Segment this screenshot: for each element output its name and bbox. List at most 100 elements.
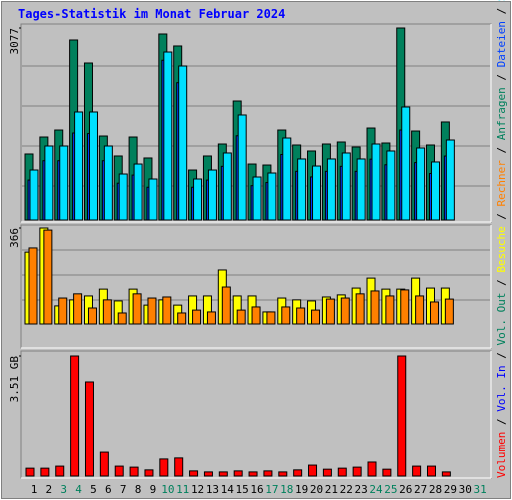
- bar: [352, 466, 362, 477]
- bar: [25, 467, 35, 477]
- x-tick-label: 4: [75, 483, 82, 496]
- x-tick-label: 28: [429, 483, 442, 496]
- legend-separator: /: [495, 67, 508, 87]
- bar: [103, 145, 113, 221]
- legend-entry: Besuche: [495, 226, 508, 272]
- x-tick-label: 22: [340, 483, 353, 496]
- bar: [163, 51, 173, 221]
- bar: [267, 172, 277, 221]
- bar: [193, 178, 203, 221]
- y-tick-label: 3.51 GB: [8, 356, 21, 403]
- x-tick-label: 24: [369, 483, 383, 496]
- bar: [337, 467, 347, 477]
- bar: [386, 150, 396, 221]
- bar: [114, 465, 124, 477]
- bar: [236, 309, 246, 325]
- x-tick-label: 20: [310, 483, 323, 496]
- bar: [84, 381, 94, 477]
- x-tick-label: 9: [150, 483, 157, 496]
- x-tick-label: 3: [60, 483, 67, 496]
- bar: [445, 139, 455, 221]
- x-tick-label: 6: [105, 483, 112, 496]
- bar: [177, 312, 187, 325]
- bar: [189, 470, 199, 477]
- bar: [430, 161, 440, 221]
- bar: [162, 296, 172, 325]
- x-tick-label: 18: [280, 483, 293, 496]
- bar: [59, 145, 69, 221]
- legend-entry: Anfragen: [495, 87, 508, 140]
- bar: [412, 465, 422, 477]
- x-tick-label: 15: [236, 483, 249, 496]
- x-tick-label: 2: [46, 483, 53, 496]
- bar: [132, 293, 142, 325]
- bar: [218, 471, 228, 477]
- bar: [40, 467, 50, 477]
- legend-separator: /: [495, 273, 508, 293]
- bar: [444, 298, 454, 325]
- bar: [341, 152, 351, 221]
- legend-entry: Seiten: [495, 0, 508, 1]
- bar: [370, 290, 380, 325]
- bar: [278, 471, 288, 477]
- bar: [44, 145, 54, 221]
- y-tick-label: 366: [8, 228, 21, 248]
- bar: [397, 355, 407, 477]
- x-tick-label: 10: [161, 483, 174, 496]
- bar: [355, 293, 365, 325]
- x-tick-label: 27: [414, 483, 427, 496]
- bar: [88, 111, 98, 221]
- x-tick-label: 11: [176, 483, 189, 496]
- x-tick-label: 26: [399, 483, 412, 496]
- legend-separator: /: [495, 412, 508, 432]
- bar: [429, 301, 439, 325]
- bar: [296, 307, 306, 325]
- legend: Volumen / Vol. In / Vol. Out / Besuche /…: [495, 0, 508, 478]
- x-tick-label: 5: [90, 483, 97, 496]
- bar: [221, 286, 231, 325]
- bar: [74, 111, 84, 221]
- legend-entry: Volumen: [495, 432, 508, 478]
- bar: [251, 306, 261, 325]
- x-tick-label: 13: [206, 483, 219, 496]
- legend-entry: Dateien: [495, 21, 508, 67]
- plot-area: [20, 224, 492, 349]
- x-tick-label: 31: [473, 483, 486, 496]
- x-tick-label: 12: [191, 483, 204, 496]
- bar: [28, 247, 38, 325]
- bar: [148, 178, 158, 221]
- legend-separator: /: [495, 1, 508, 21]
- bar: [248, 471, 258, 477]
- plot-area: [20, 350, 492, 479]
- bar: [282, 137, 292, 221]
- bar: [385, 295, 395, 325]
- legend-separator: /: [495, 346, 508, 366]
- bar: [87, 307, 97, 325]
- bar: [178, 65, 188, 221]
- bar: [340, 297, 350, 325]
- x-tick-label: 30: [459, 483, 472, 496]
- x-tick-label: 17: [265, 483, 278, 496]
- x-tick-label: 25: [384, 483, 397, 496]
- bar: [401, 106, 411, 221]
- x-tick-label: 8: [135, 483, 142, 496]
- bar: [129, 466, 139, 477]
- x-tick-label: 21: [325, 483, 338, 496]
- bar: [322, 468, 332, 477]
- bar: [133, 163, 143, 221]
- bar: [29, 169, 39, 221]
- bar: [174, 457, 184, 477]
- bar: [263, 470, 273, 477]
- bar: [159, 458, 169, 477]
- bar: [70, 355, 80, 477]
- bar: [117, 312, 127, 325]
- bar: [206, 311, 216, 325]
- y-tick-label: 3077: [8, 28, 21, 55]
- bar: [233, 470, 243, 477]
- bar: [58, 297, 68, 325]
- bar: [55, 465, 65, 477]
- bar: [400, 289, 410, 325]
- x-tick-label: 16: [250, 483, 263, 496]
- bar: [325, 298, 335, 325]
